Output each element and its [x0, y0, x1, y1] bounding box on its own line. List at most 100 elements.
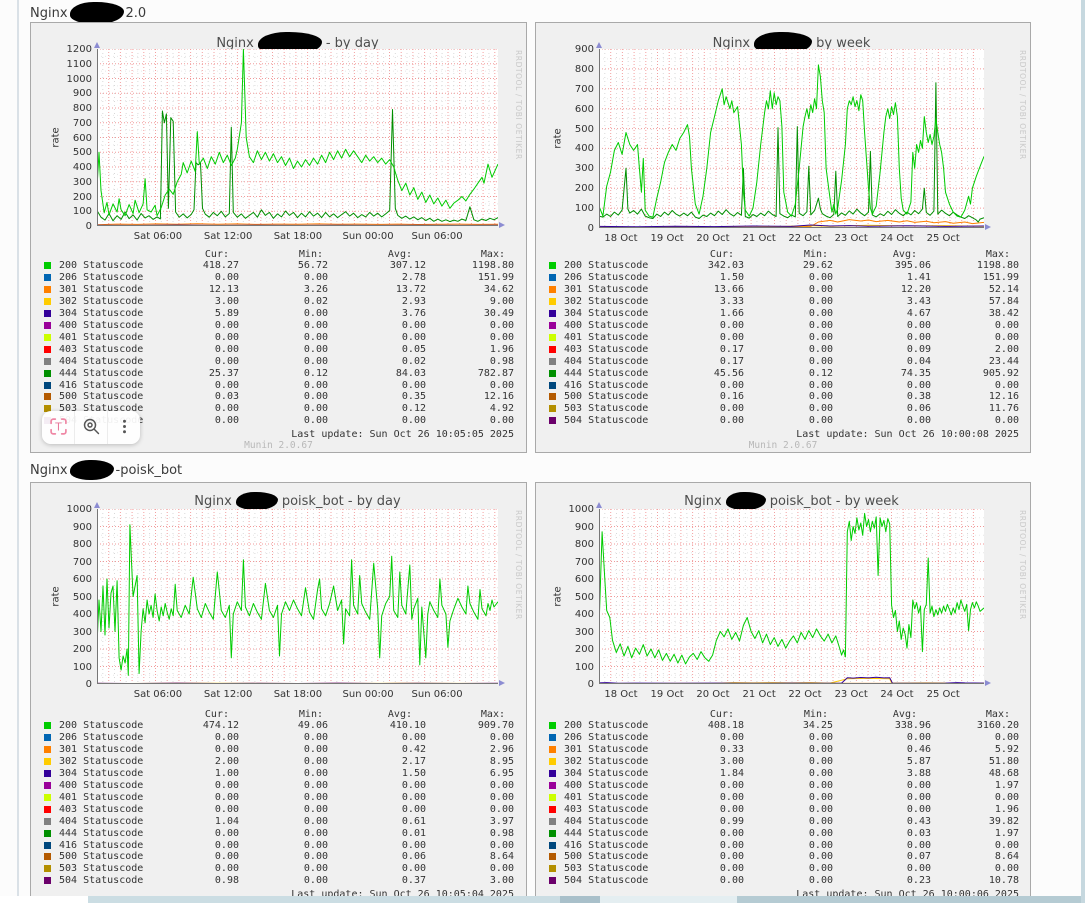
vertical-scrollbar[interactable] — [1081, 0, 1085, 903]
legend-label: 302 Statuscode — [59, 295, 144, 307]
legend-value: 151.99 — [477, 271, 514, 283]
legend-value: 34.25 — [802, 720, 833, 731]
y-tick-label: 600 — [72, 574, 92, 585]
legend-value: 0.00 — [303, 767, 328, 779]
legend-value: 5.92 — [994, 743, 1019, 755]
legend-value: 0.00 — [808, 839, 833, 851]
graph-panel-day: Nginx - by day RRDTOOL / TOBI OETIKER rate 0… — [30, 22, 527, 453]
legend-label: 304 Statuscode — [59, 767, 144, 779]
legend-value: 2.17 — [401, 755, 426, 767]
legend-value: 0.00 — [214, 731, 239, 743]
legend-swatch-401 — [549, 793, 556, 801]
x-axis-arrow-icon — [985, 680, 991, 686]
legend-value: 0.00 — [808, 851, 833, 863]
legend-label: 504 Statuscode — [564, 415, 649, 427]
legend-value: 3.43 — [906, 295, 931, 307]
legend-value: 0.00 — [719, 731, 744, 743]
legend-value: 0.00 — [489, 415, 514, 427]
x-tick-label: 21 Oct — [742, 233, 776, 244]
x-tick-label: 23 Oct — [834, 233, 868, 244]
legend-value: 1.41 — [906, 271, 931, 283]
legend-header: Avg: — [892, 709, 917, 720]
legend-value: 13.66 — [713, 283, 744, 295]
graph-image[interactable] — [96, 48, 499, 227]
x-tick-label: Sat 12:00 — [203, 231, 253, 242]
legend-swatch-403 — [44, 805, 51, 813]
x-axis-arrow-icon — [985, 224, 991, 230]
legend-value: 0.00 — [994, 863, 1019, 875]
legend-value: 0.00 — [489, 791, 514, 803]
legend-label: 200 Statuscode — [59, 260, 144, 271]
legend-swatch-444 — [44, 829, 51, 837]
translate-selection-button[interactable]: T — [42, 411, 74, 444]
legend-header: Max: — [480, 249, 505, 260]
y-tick-label: 900 — [574, 521, 594, 533]
legend-value: 0.00 — [906, 379, 931, 391]
y-tick-label: 0 — [85, 679, 92, 690]
legend-value: 0.00 — [719, 319, 744, 331]
x-axis-arrow-icon — [499, 680, 505, 686]
legend-value: 84.03 — [395, 367, 426, 379]
legend-value: 0.00 — [401, 791, 426, 803]
overlay-toolbar: T — [42, 411, 140, 444]
legend-value: 0.00 — [808, 319, 833, 331]
legend-swatch-504 — [549, 877, 556, 885]
horizontal-scrollbar[interactable] — [0, 896, 1085, 903]
legend-value: 23.44 — [988, 355, 1019, 367]
x-tick-label: 25 Oct — [926, 233, 960, 244]
legend-label: 302 Statuscode — [59, 755, 144, 767]
legend-value: 0.00 — [303, 791, 328, 803]
legend-value: 0.00 — [719, 379, 744, 391]
legend-label: 403 Statuscode — [59, 803, 144, 815]
legend-value: 0.00 — [719, 415, 744, 427]
legend-swatch-304 — [549, 309, 556, 317]
legend-label: 200 Statuscode — [564, 720, 649, 731]
legend-value: 3.00 — [489, 875, 514, 887]
more-options-button[interactable] — [107, 411, 140, 444]
legend-label: 404 Statuscode — [59, 815, 144, 827]
legend-label: 500 Statuscode — [564, 851, 649, 863]
legend-value: 0.00 — [214, 331, 239, 343]
legend-swatch-500 — [44, 853, 51, 861]
legend-value: 0.00 — [401, 863, 426, 875]
legend-value: 51.80 — [988, 755, 1019, 767]
graph-image[interactable] — [96, 508, 499, 685]
legend-value: 0.00 — [808, 779, 833, 791]
legend-value: 0.43 — [906, 815, 931, 827]
legend-label: 503 Statuscode — [564, 403, 649, 415]
legend-label: 206 Statuscode — [59, 271, 144, 283]
legend-swatch-500 — [549, 853, 556, 861]
legend-label: 206 Statuscode — [564, 271, 649, 283]
y-tick-label: 500 — [574, 591, 594, 603]
legend-value: 338.96 — [894, 720, 931, 731]
legend-value: 0.35 — [401, 391, 426, 403]
legend-value: 0.00 — [719, 791, 744, 803]
y-tick-label: 900 — [574, 44, 594, 55]
y-tick-label: 0 — [587, 679, 594, 690]
legend-header: Min: — [803, 709, 828, 720]
search-image-button[interactable] — [74, 411, 107, 444]
legend-label: 400 Statuscode — [59, 779, 144, 791]
graph-image[interactable] — [598, 508, 985, 684]
legend-value: 12.13 — [208, 283, 239, 295]
legend-value: 0.00 — [906, 331, 931, 343]
legend-value: 0.00 — [303, 839, 328, 851]
legend-value: 782.87 — [477, 367, 514, 379]
graph-image[interactable] — [598, 48, 985, 228]
x-tick-label: 24 Oct — [880, 689, 914, 700]
legend-value: 0.00 — [214, 839, 239, 851]
legend-value: 1.96 — [489, 343, 514, 355]
legend-label: 444 Statuscode — [59, 367, 144, 379]
svg-text:T: T — [54, 421, 62, 433]
legend-value: 49.06 — [297, 720, 328, 731]
legend-swatch-400 — [44, 781, 51, 789]
chart-title-prefix: Nginx — [194, 493, 232, 509]
legend-value: 1.84 — [719, 767, 744, 779]
legend-label: 400 Statuscode — [564, 779, 649, 791]
legend-value: 0.00 — [401, 779, 426, 791]
legend-label: 504 Statuscode — [59, 875, 144, 887]
legend-value: 0.00 — [214, 271, 239, 283]
legend-value: 0.00 — [808, 755, 833, 767]
legend-value: 0.00 — [401, 803, 426, 815]
legend-value: 0.99 — [719, 815, 744, 827]
